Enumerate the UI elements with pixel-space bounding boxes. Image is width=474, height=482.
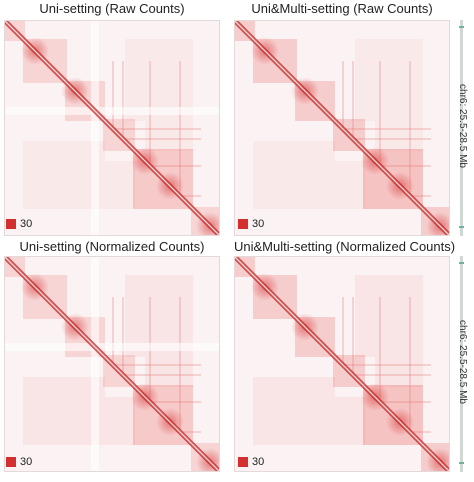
legend-uni-normalized: 30 [6, 456, 32, 468]
legend-value: 30 [252, 218, 265, 230]
panel-title-uni-raw: Uni-setting (Raw Counts) [39, 1, 185, 16]
region-scrollbar[interactable] [459, 20, 464, 236]
panel-title-unimulti-normalized: Uni&Multi-setting (Normalized Counts) [234, 239, 456, 254]
region-axis-bottom: chr6: 25.5-28.5 Mb [452, 256, 472, 472]
legend-uni-raw: 30 [6, 218, 32, 230]
legend-unimulti-raw: 30 [238, 218, 264, 230]
region-label: chr6: 25.5-28.5 Mb [457, 320, 468, 404]
panel-title-uni-normalized: Uni-setting (Normalized Counts) [19, 239, 205, 254]
region-scrollbar[interactable] [459, 256, 464, 472]
legend-value: 30 [20, 456, 33, 468]
panel-title-unimulti-raw: Uni&Multi-setting (Raw Counts) [251, 1, 433, 16]
heatmap-uni-normalized [4, 256, 220, 472]
legend-swatch [238, 457, 248, 467]
legend-swatch [6, 457, 16, 467]
heatmap-uni-raw [4, 20, 220, 236]
heatmap-unimulti-normalized [234, 256, 450, 472]
heatmap-unimulti-raw [234, 20, 450, 236]
region-label: chr6: 25.5-28.5 Mb [457, 84, 468, 168]
region-axis-top: chr6: 25.5-28.5 Mb [452, 20, 472, 236]
legend-value: 30 [252, 456, 265, 468]
legend-swatch [238, 219, 248, 229]
legend-swatch [6, 219, 16, 229]
legend-unimulti-normalized: 30 [238, 456, 264, 468]
legend-value: 30 [20, 218, 33, 230]
